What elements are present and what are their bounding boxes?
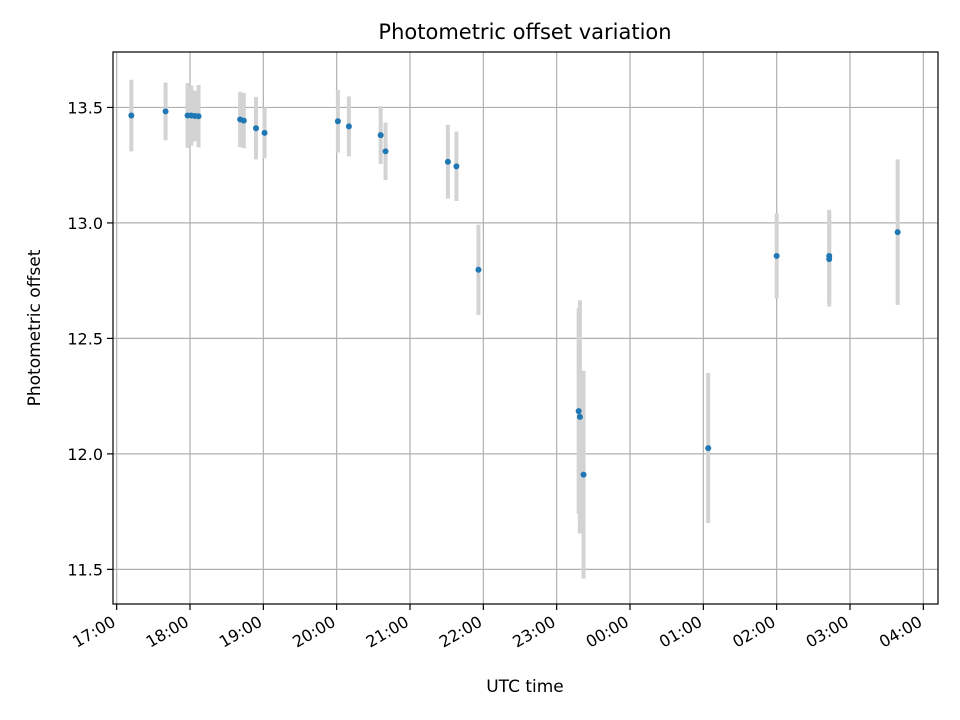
data-point [240, 117, 247, 124]
data-point [580, 471, 587, 478]
data-point [334, 118, 341, 125]
data-point [453, 163, 460, 170]
data-point [475, 266, 482, 273]
data-point [377, 132, 384, 139]
data-point [894, 229, 901, 236]
data-point [162, 108, 169, 115]
data-point [128, 112, 135, 119]
data-point [773, 252, 780, 259]
y-axis-label: Photometric offset [25, 249, 45, 406]
y-tick-label: 13.5 [67, 98, 103, 117]
y-tick-label: 12.5 [67, 329, 103, 348]
data-points [128, 108, 901, 478]
data-point [826, 256, 833, 263]
y-tick-label: 13.0 [67, 214, 103, 233]
data-point [261, 129, 268, 136]
x-axis-label: UTC time [486, 677, 564, 697]
data-point [195, 113, 202, 120]
chart-title: Photometric offset variation [378, 20, 671, 44]
data-point [705, 445, 712, 452]
data-point [345, 123, 352, 130]
data-point [575, 408, 582, 415]
plot-frame [112, 51, 939, 605]
data-point [444, 158, 451, 165]
y-tick-label: 11.5 [67, 560, 103, 579]
y-tick-label: 12.0 [67, 445, 103, 464]
data-point [253, 125, 259, 132]
data-point [382, 148, 389, 155]
y-axis-ticks: 11.5 12.0 12.5 13.0 13.5 [67, 98, 113, 579]
data-point [576, 413, 583, 420]
